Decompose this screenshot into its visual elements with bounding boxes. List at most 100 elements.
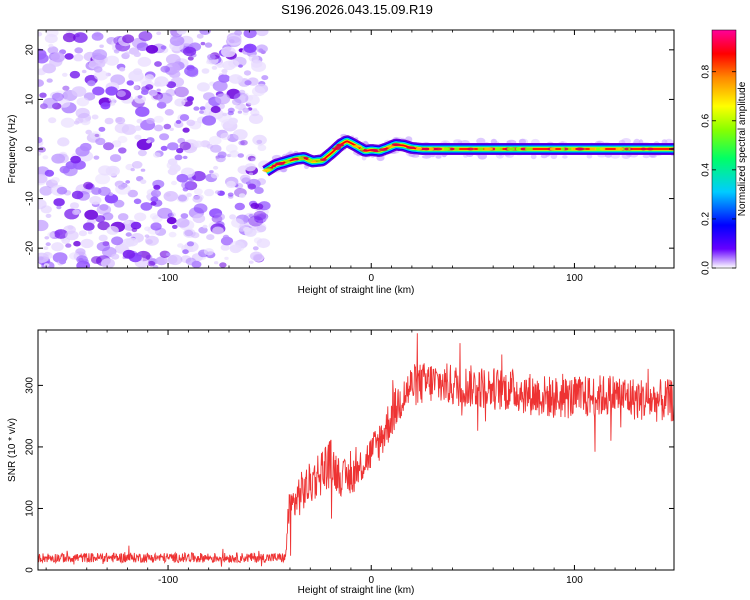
noise-blob xyxy=(56,186,68,195)
noise-blob xyxy=(165,252,171,257)
noise-blob xyxy=(111,236,124,246)
noise-blob xyxy=(130,221,142,230)
colorbar-label: Normalized spectral amplitude xyxy=(737,81,748,216)
noise-blob xyxy=(172,224,178,229)
noise-blob xyxy=(150,201,157,206)
snr-series-line xyxy=(38,333,674,567)
noise-blob xyxy=(105,86,118,96)
noise-blob xyxy=(186,241,195,247)
noise-blob xyxy=(228,117,238,125)
track-core-speckle xyxy=(275,162,284,166)
noise-blob xyxy=(38,146,46,153)
x-tick-label: 100 xyxy=(566,273,583,284)
colorbar-gradient xyxy=(711,29,737,269)
noise-blob xyxy=(81,69,87,74)
noise-blob xyxy=(227,192,234,197)
noise-blob xyxy=(167,142,179,151)
noise-blob xyxy=(175,119,182,124)
noise-blob xyxy=(198,226,208,234)
noise-blob xyxy=(166,217,177,225)
noise-blob xyxy=(252,108,258,112)
noise-blob xyxy=(101,258,115,268)
noise-blob xyxy=(62,85,70,91)
noise-blob xyxy=(248,113,264,125)
noise-blob xyxy=(135,106,150,117)
track-halo-blob xyxy=(562,155,568,159)
noise-blob xyxy=(183,46,197,57)
noise-blob xyxy=(117,135,128,144)
snr-y-axis-label: SNR (10 * v/v) xyxy=(7,418,18,482)
noise-blob xyxy=(104,193,119,204)
x-tick-label: 0 xyxy=(368,575,374,586)
noise-blob xyxy=(52,90,68,102)
noise-blob xyxy=(248,213,254,218)
track-core-speckle xyxy=(262,169,272,172)
noise-blob xyxy=(243,70,252,76)
noise-blob xyxy=(136,118,143,124)
track-core-speckle xyxy=(576,147,584,151)
track-core-speckle xyxy=(494,147,503,151)
noise-blob xyxy=(71,86,87,97)
noise-blob xyxy=(252,134,267,146)
noise-blob xyxy=(176,148,184,154)
noise-blob xyxy=(212,226,224,235)
noise-blob xyxy=(106,225,119,235)
colorbar-tick-label: 0.6 xyxy=(701,113,712,127)
noise-blob xyxy=(182,127,190,133)
track-halo-blob xyxy=(586,154,593,159)
y-tick-label: 0 xyxy=(25,567,36,573)
noise-blob xyxy=(192,213,206,224)
noise-blob xyxy=(211,65,218,70)
noise-blob xyxy=(169,127,174,131)
noise-blob xyxy=(65,243,72,248)
snr-x-ticks: -100 0 100 xyxy=(45,330,657,586)
noise-blob xyxy=(92,49,108,61)
x-tick-label: 100 xyxy=(566,575,583,586)
noise-blob xyxy=(137,95,143,99)
noise-blob xyxy=(113,199,125,208)
noise-blob xyxy=(207,53,216,61)
noise-blob xyxy=(187,56,194,61)
noise-blob xyxy=(215,93,231,105)
noise-blob xyxy=(52,102,62,110)
track-core-speckle xyxy=(331,147,341,151)
noise-blob xyxy=(131,227,138,233)
noise-blob xyxy=(38,252,49,263)
noise-blob xyxy=(169,35,185,47)
noise-blob xyxy=(39,186,53,196)
noise-blob xyxy=(131,161,143,169)
noise-blob xyxy=(224,256,229,260)
noise-blob xyxy=(186,96,194,102)
noise-blob xyxy=(185,257,197,266)
noise-blob xyxy=(64,53,74,60)
noise-blob xyxy=(146,117,155,125)
noise-blob xyxy=(140,179,147,184)
noise-blob xyxy=(53,198,65,207)
noise-blob xyxy=(124,51,130,56)
noise-blob xyxy=(50,91,61,99)
noise-blob xyxy=(238,64,243,68)
noise-blob xyxy=(118,147,127,154)
track-core-speckle xyxy=(466,147,475,151)
noise-blob xyxy=(199,30,211,35)
noise-blob xyxy=(116,90,126,97)
noise-blob xyxy=(144,74,155,81)
noise-blob xyxy=(149,213,159,220)
noise-blob xyxy=(136,42,149,51)
noise-blob xyxy=(127,189,138,198)
colorbar-tick-label: 0.4 xyxy=(701,162,712,176)
noise-blob xyxy=(95,173,111,185)
track-core-speckle xyxy=(307,159,313,162)
noise-blob xyxy=(144,234,150,238)
noise-blob xyxy=(171,180,177,186)
track-halo-blob xyxy=(435,154,442,159)
noise-blob xyxy=(249,251,263,261)
noise-blob xyxy=(99,204,109,211)
noise-blob xyxy=(76,255,88,264)
noise-blob xyxy=(75,107,90,119)
noise-blob xyxy=(235,105,241,109)
noise-blob xyxy=(134,125,142,131)
noise-blob xyxy=(38,152,42,156)
noise-blob xyxy=(89,195,102,205)
